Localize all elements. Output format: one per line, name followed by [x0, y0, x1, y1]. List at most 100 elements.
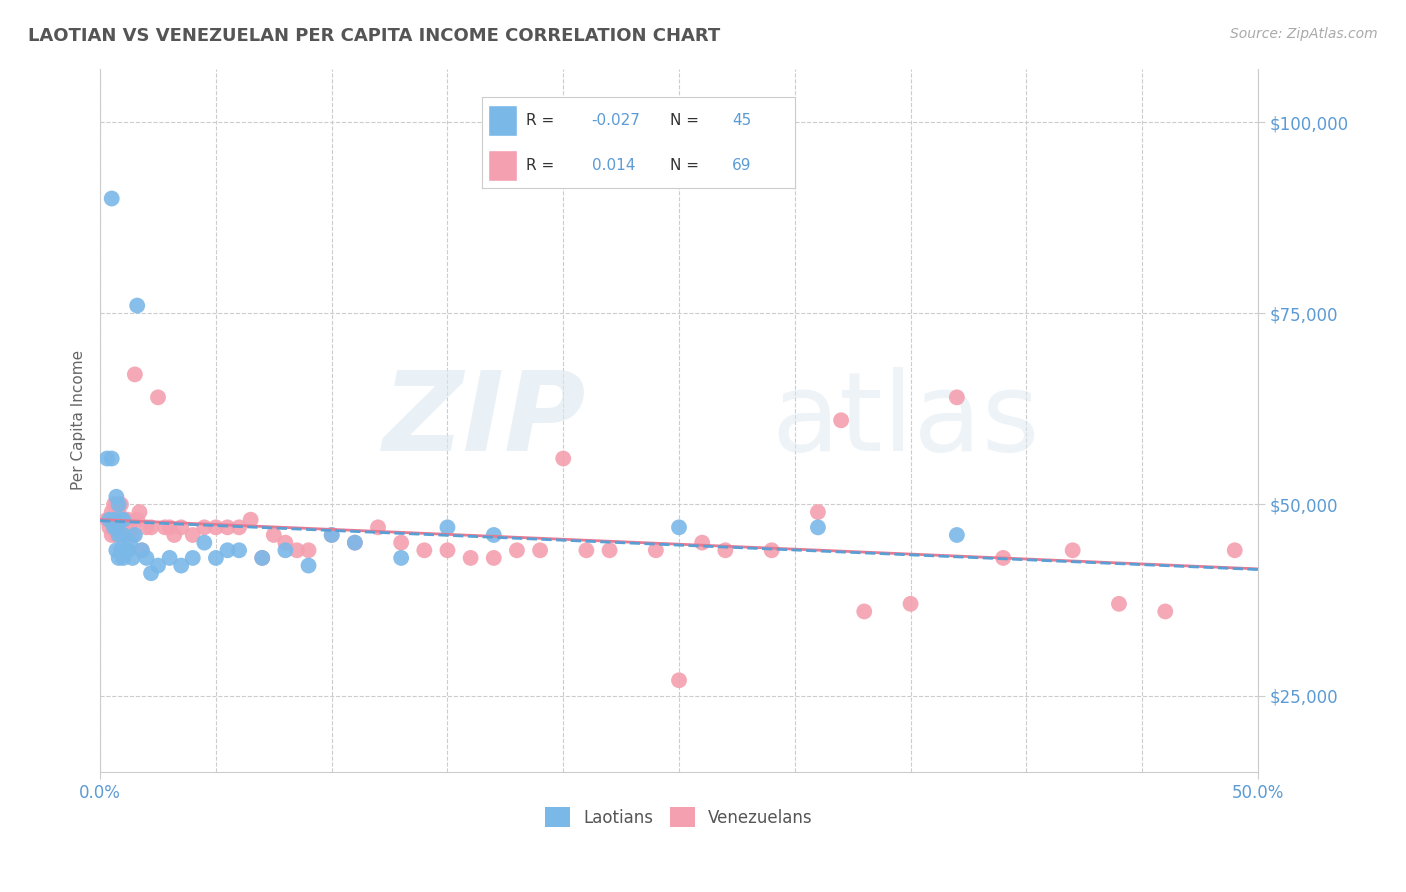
Text: LAOTIAN VS VENEZUELAN PER CAPITA INCOME CORRELATION CHART: LAOTIAN VS VENEZUELAN PER CAPITA INCOME … [28, 27, 720, 45]
Text: ZIP: ZIP [382, 367, 586, 474]
Point [110, 497, 132, 511]
Point [900, 597, 922, 611]
Text: Source: ZipAtlas.com: Source: ZipAtlas.com [1230, 27, 1378, 41]
Point [367, 520, 389, 534]
Point [105, 543, 128, 558]
Y-axis label: Per Capita Income: Per Capita Income [72, 351, 86, 491]
Point [127, 513, 149, 527]
Point [807, 520, 830, 534]
Point [529, 543, 551, 558]
Point [644, 543, 666, 558]
Point [98, 520, 121, 534]
Point [159, 550, 181, 565]
Point [343, 535, 366, 549]
Point [205, 520, 228, 534]
Point [124, 528, 146, 542]
Point [506, 543, 529, 558]
Text: atlas: atlas [772, 367, 1040, 474]
Point [460, 550, 482, 565]
Point [274, 543, 297, 558]
Legend: Laotians, Venezuelans: Laotians, Venezuelans [538, 800, 820, 834]
Point [103, 520, 125, 534]
Point [170, 558, 193, 573]
Point [103, 513, 125, 527]
Point [1062, 543, 1084, 558]
Point [98, 513, 121, 527]
Point [170, 520, 193, 534]
Point [117, 543, 139, 558]
Point [217, 543, 239, 558]
Point [146, 390, 169, 404]
Point [124, 368, 146, 382]
Point [107, 505, 129, 519]
Point [1154, 604, 1177, 618]
Point [436, 543, 458, 558]
Point [112, 528, 135, 542]
Point [112, 550, 135, 565]
Point [146, 558, 169, 573]
Point [343, 535, 366, 549]
Point [105, 497, 128, 511]
Point [100, 192, 122, 206]
Point [946, 390, 969, 404]
Point [482, 550, 505, 565]
Point [114, 543, 136, 558]
Point [946, 528, 969, 542]
Point [120, 535, 142, 549]
Point [263, 528, 285, 542]
Point [668, 673, 690, 688]
Point [121, 528, 143, 542]
Point [321, 528, 343, 542]
Point [105, 520, 128, 534]
Point [112, 513, 135, 527]
Point [575, 543, 598, 558]
Point [163, 528, 186, 542]
Point [181, 528, 204, 542]
Point [250, 550, 273, 565]
Point [120, 520, 142, 534]
Point [112, 513, 135, 527]
Point [128, 505, 150, 519]
Point [436, 520, 458, 534]
Point [250, 550, 273, 565]
Point [993, 550, 1015, 565]
Point [105, 490, 128, 504]
Point [321, 528, 343, 542]
Point [714, 543, 737, 558]
Point [127, 299, 149, 313]
Point [107, 497, 129, 511]
Point [690, 535, 713, 549]
Point [135, 520, 157, 534]
Point [413, 543, 436, 558]
Point [139, 566, 162, 581]
Point [830, 413, 852, 427]
Point [181, 550, 204, 565]
Point [1223, 543, 1246, 558]
Point [121, 550, 143, 565]
Point [159, 520, 181, 534]
Point [107, 550, 129, 565]
Point [100, 528, 122, 542]
Point [1108, 597, 1130, 611]
Point [228, 543, 250, 558]
Point [103, 497, 125, 511]
Point [274, 535, 297, 549]
Point [112, 528, 135, 542]
Point [107, 528, 129, 542]
Point [807, 505, 830, 519]
Point [217, 520, 239, 534]
Point [761, 543, 783, 558]
Point [131, 543, 153, 558]
Point [131, 543, 153, 558]
Point [100, 505, 122, 519]
Point [135, 550, 157, 565]
Point [96, 513, 118, 527]
Point [105, 513, 128, 527]
Point [114, 520, 136, 534]
Point [96, 451, 118, 466]
Point [105, 528, 128, 542]
Point [117, 513, 139, 527]
Point [193, 520, 215, 534]
Point [205, 550, 228, 565]
Point [153, 520, 176, 534]
